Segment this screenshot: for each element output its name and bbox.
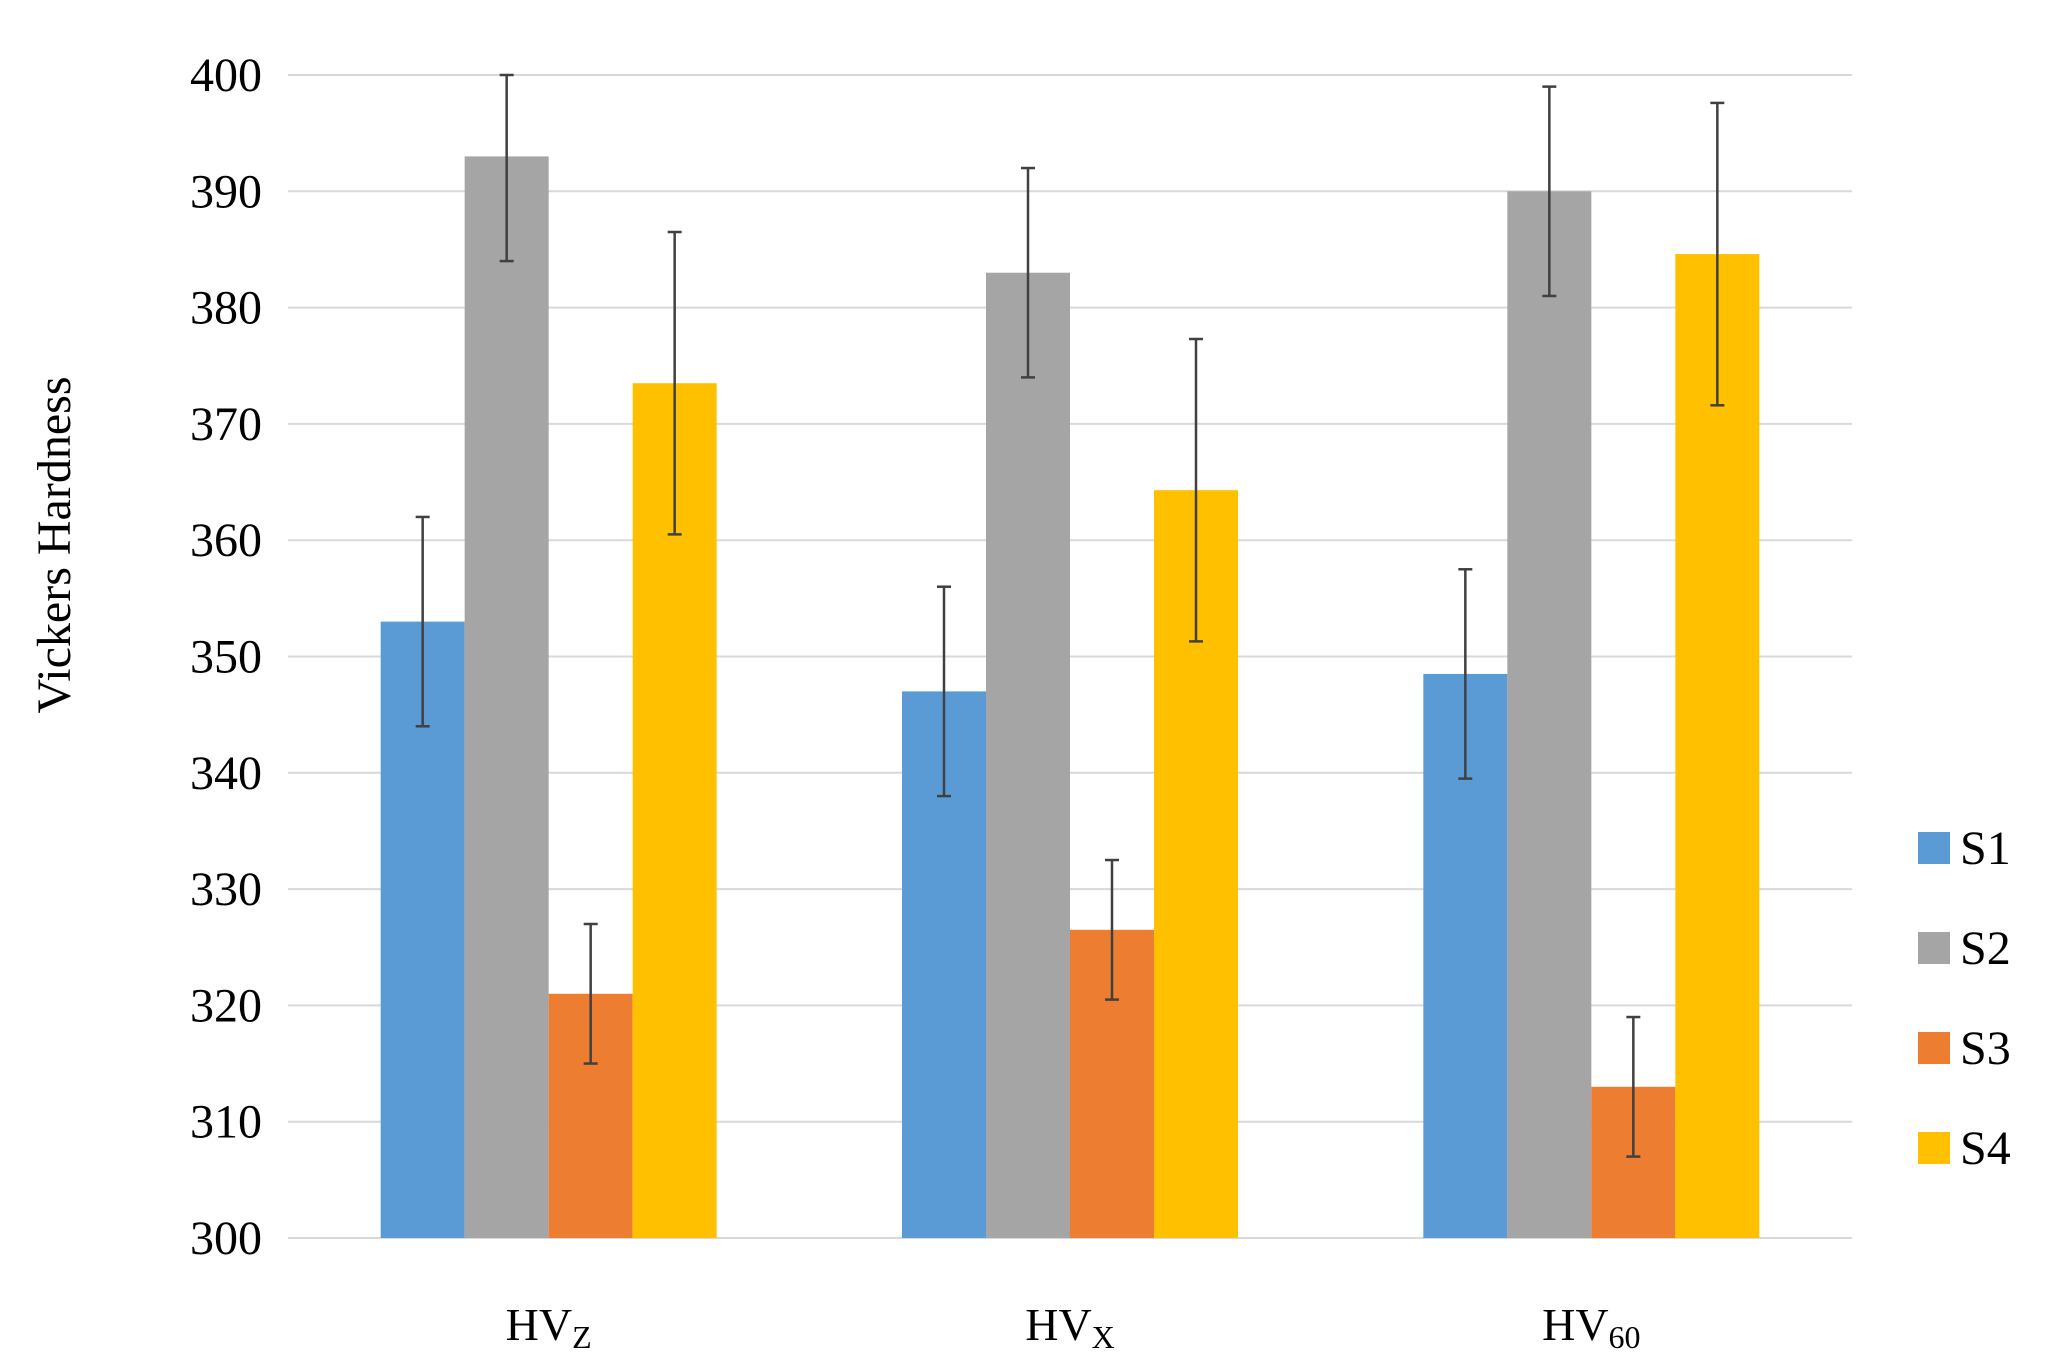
error-bar bbox=[1189, 337, 1203, 643]
x-category-label: HV60 bbox=[1542, 1299, 1640, 1355]
legend-label: S1 bbox=[1960, 822, 2011, 875]
y-tick-label: 340 bbox=[190, 747, 262, 800]
error-bars bbox=[415, 73, 1725, 1158]
legend-swatch bbox=[1918, 832, 1950, 864]
y-tick-label: 380 bbox=[190, 282, 262, 335]
y-tick-label: 360 bbox=[190, 514, 262, 567]
legend: S1 S2 S3 S4 bbox=[1918, 822, 2011, 1175]
legend-swatch bbox=[1918, 1032, 1950, 1064]
x-axis-categories: HVZ HVX HV60 bbox=[506, 1299, 1641, 1355]
legend-item-s2: S2 bbox=[1918, 922, 2011, 975]
legend-swatch bbox=[1918, 1132, 1950, 1164]
y-tick-label: 390 bbox=[190, 165, 262, 218]
y-tick-label: 370 bbox=[190, 398, 262, 451]
error-bar bbox=[583, 922, 598, 1065]
y-tick-label: 320 bbox=[190, 979, 262, 1032]
bar-s4-hv60 bbox=[1675, 254, 1760, 1239]
y-tick-label: 350 bbox=[190, 631, 262, 684]
error-bar bbox=[1105, 858, 1119, 1001]
error-bar bbox=[1626, 1015, 1641, 1158]
legend-item-s4: S4 bbox=[1918, 1122, 2011, 1175]
y-axis-ticks: 300 310 320 330 340 350 360 370 380 390 400 bbox=[190, 49, 262, 1265]
error-bar bbox=[1021, 166, 1035, 379]
legend-label: S2 bbox=[1960, 922, 2011, 975]
x-category-label: HVX bbox=[1025, 1299, 1115, 1355]
error-bar bbox=[937, 585, 951, 798]
x-category-label: HVZ bbox=[506, 1299, 592, 1355]
error-bar bbox=[499, 73, 514, 263]
bar-s2-hv60 bbox=[1507, 191, 1592, 1238]
y-tick-label: 310 bbox=[190, 1096, 262, 1149]
bar-s2-hvz bbox=[464, 156, 549, 1238]
legend-swatch bbox=[1918, 932, 1950, 964]
y-tick-label: 330 bbox=[190, 863, 262, 916]
y-axis-title: Vickers Hardness bbox=[28, 376, 81, 713]
error-bar bbox=[667, 230, 682, 536]
legend-item-s3: S3 bbox=[1918, 1022, 2011, 1075]
legend-label: S3 bbox=[1960, 1022, 2011, 1075]
y-tick-label: 400 bbox=[190, 49, 262, 102]
legend-label: S4 bbox=[1960, 1122, 2011, 1175]
error-bar bbox=[415, 515, 430, 728]
error-bar bbox=[1710, 101, 1725, 407]
error-bar bbox=[1542, 85, 1557, 298]
legend-item-s1: S1 bbox=[1918, 822, 2011, 875]
bar-s2-hvx bbox=[986, 272, 1070, 1239]
error-bar bbox=[1458, 568, 1473, 780]
bars bbox=[380, 156, 1760, 1239]
y-tick-label: 300 bbox=[190, 1212, 262, 1265]
